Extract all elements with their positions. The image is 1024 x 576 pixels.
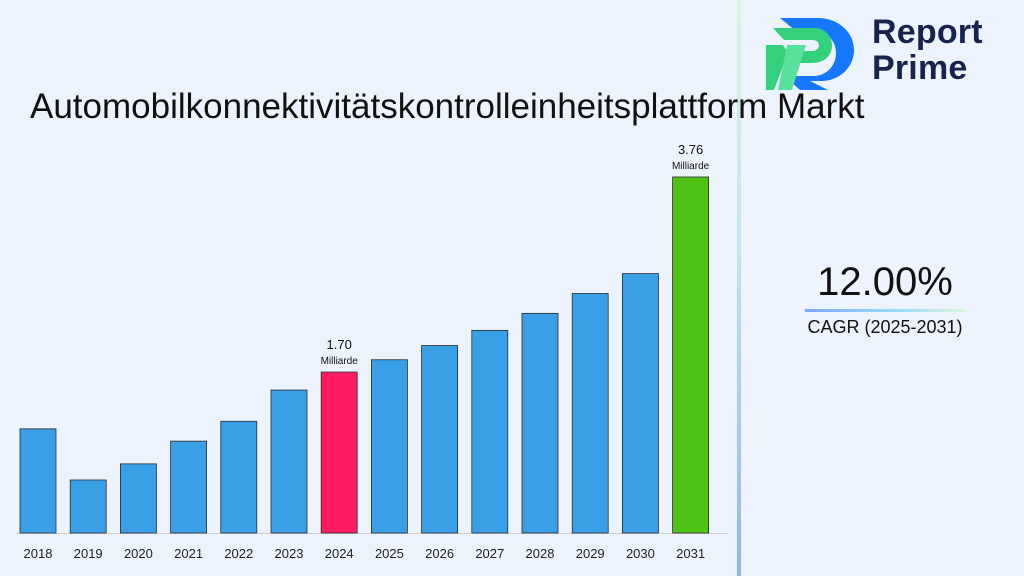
report-prime-logo-icon [766, 18, 854, 90]
x-tick-2018: 2018 [24, 546, 53, 561]
brand-line-2: Prime [872, 49, 968, 87]
chart-title: Automobilkonnektivitätskontrolleinheitsp… [30, 87, 865, 126]
bar-2018 [19, 428, 57, 534]
x-tick-2023: 2023 [275, 546, 304, 561]
bar-2025 [370, 359, 408, 534]
report-prime-logo: Report Prime [766, 14, 1012, 90]
bar-2021 [170, 440, 208, 534]
report-prime-wordmark: Report Prime [872, 14, 1012, 86]
cagr-label: CAGR (2025-2031) [807, 317, 963, 337]
data-label-unit-2024: Milliarde [321, 356, 359, 367]
x-tick-2027: 2027 [475, 546, 504, 561]
bar-chart-svg: 2018 2019 2020 2021 2022 2023 2024 2025 2026 2027… [16, 142, 728, 561]
bar-2027 [471, 329, 509, 534]
x-tick-2028: 2028 [526, 546, 555, 561]
bar-2031 [672, 176, 709, 534]
x-tick-2024: 2024 [325, 546, 354, 561]
bar-2019 [69, 479, 107, 534]
bar-2024 [320, 371, 358, 534]
vertical-divider [737, 0, 741, 576]
x-tick-2021: 2021 [174, 546, 203, 561]
cagr-value: 12.00% [817, 260, 953, 304]
bar-2030 [622, 273, 659, 534]
bar-2020 [120, 463, 157, 534]
brand-line-1: Report [872, 13, 983, 51]
bar-2028 [521, 312, 559, 534]
cagr-accent-line [805, 309, 965, 312]
cagr-panel: 12.00% CAGR (2025-2031) [800, 258, 970, 338]
x-tick-2031: 2031 [676, 546, 705, 561]
bar-2029 [571, 293, 609, 534]
data-label-value-2024: 1.70 [327, 337, 352, 352]
data-label-value-2031: 3.76 [678, 142, 703, 157]
x-tick-2020: 2020 [124, 546, 153, 561]
market-bar-chart: 2018 2019 2020 2021 2022 2023 2024 2025 2026 2027… [0, 130, 736, 576]
data-label-unit-2031: Milliarde [672, 161, 710, 172]
bar-2026 [421, 345, 459, 534]
bar-2023 [270, 389, 308, 534]
x-tick-2025: 2025 [375, 546, 404, 561]
x-tick-2022: 2022 [224, 546, 253, 561]
x-tick-2029: 2029 [576, 546, 605, 561]
x-tick-2030: 2030 [626, 546, 655, 561]
x-tick-2019: 2019 [74, 546, 103, 561]
bar-2022 [220, 420, 258, 534]
x-tick-2026: 2026 [425, 546, 454, 561]
